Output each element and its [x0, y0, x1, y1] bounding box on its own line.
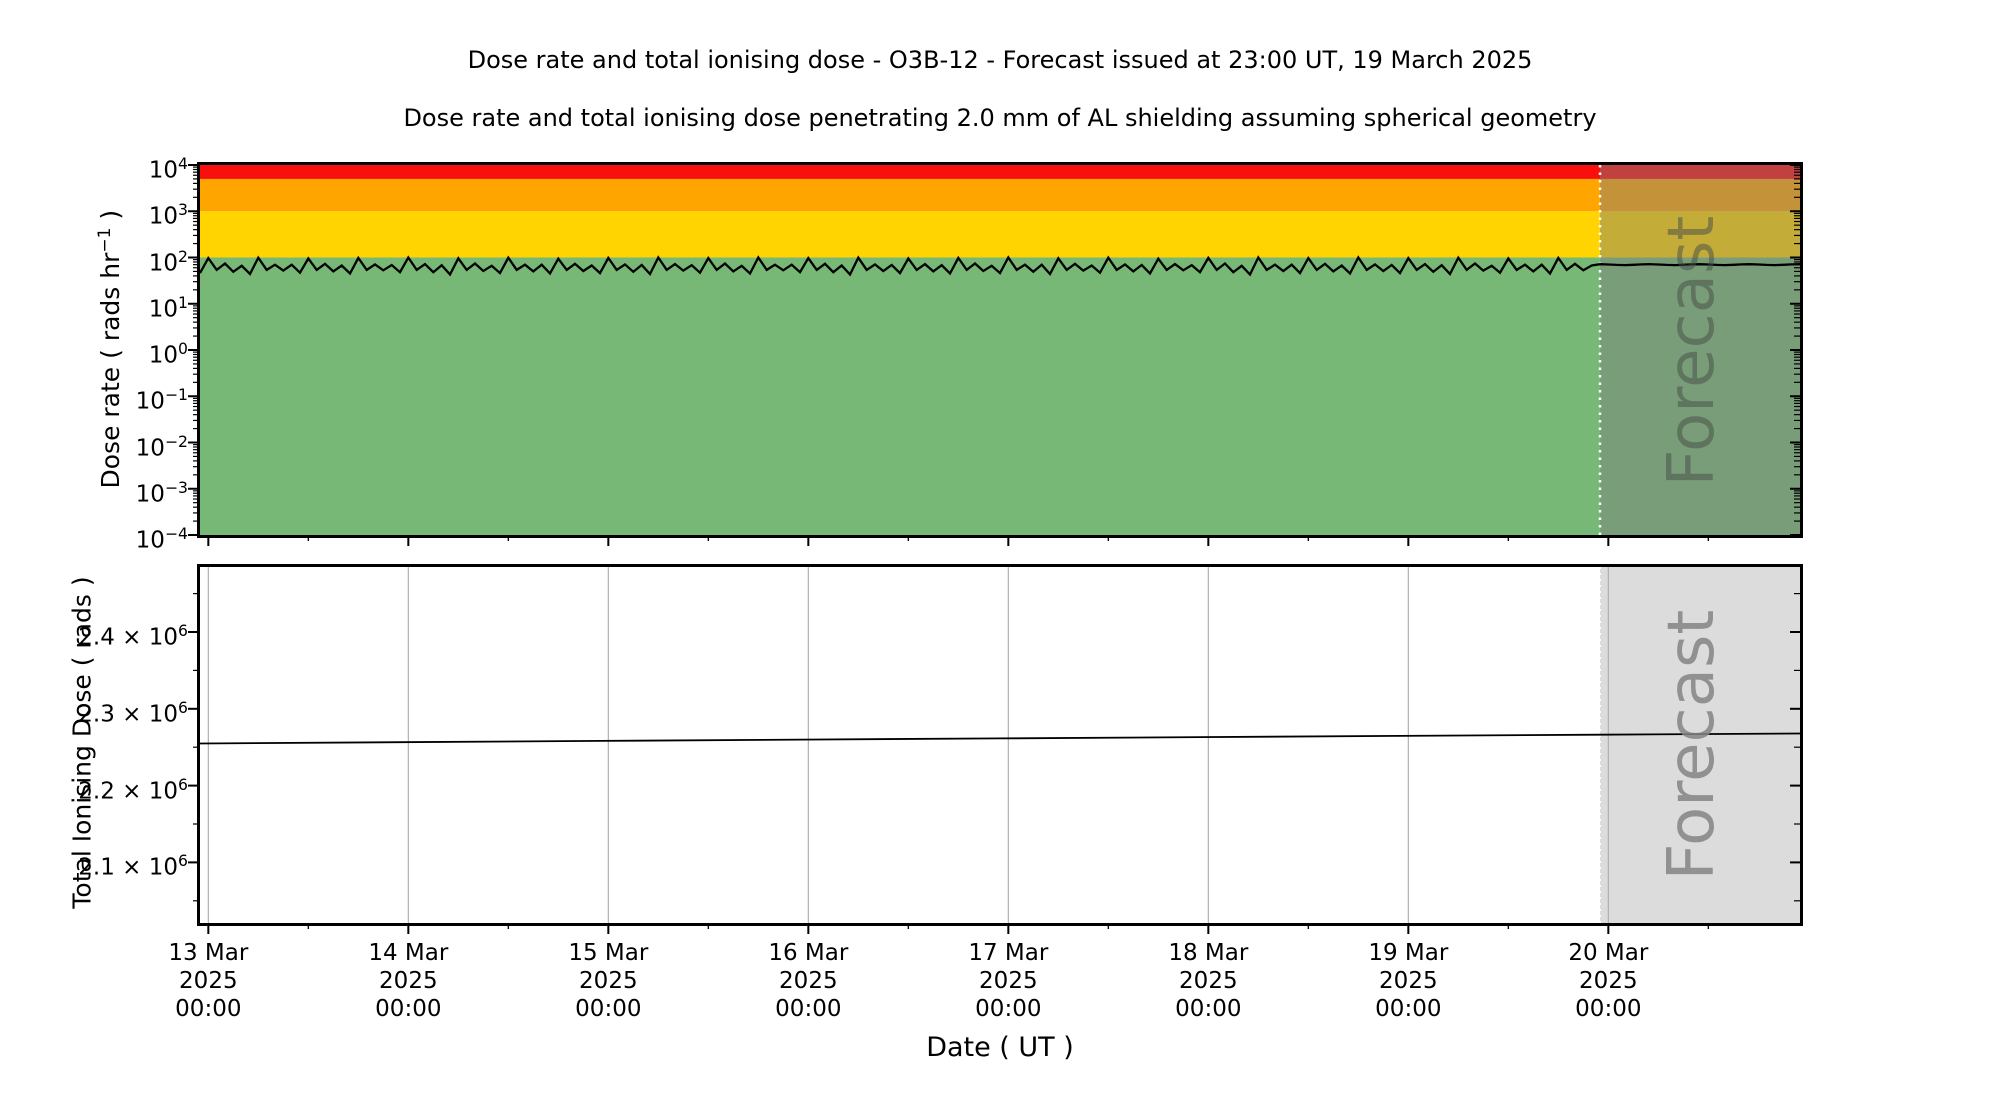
dose-rate-plot	[188, 164, 1801, 546]
dose-rate-y-tick-label: 10−2	[135, 431, 188, 462]
date-tick-line: 18 Mar	[1168, 940, 1249, 966]
date-tick-line: 16 Mar	[768, 940, 849, 966]
date-tick-line: 00:00	[775, 996, 842, 1022]
date-tick-line: 2025	[979, 968, 1038, 994]
date-tick-label: 16 Mar 2025 00:00	[733, 939, 883, 1023]
total-dose-axis-label: Total Ionising Dose ( rads )	[67, 576, 97, 909]
total-dose-y-tick-label: 2.4 × 106	[78, 621, 188, 651]
total-dose-plot	[188, 567, 1801, 934]
total-dose-y-tick-label: 2.3 × 106	[78, 697, 188, 728]
date-tick-line: 00:00	[1175, 996, 1242, 1022]
dose-rate-y-tick-label: 10−1	[135, 385, 188, 415]
dose-rate-y-tick-label: 101	[148, 292, 188, 323]
date-tick-label: 18 Mar 2025 00:00	[1133, 939, 1283, 1023]
date-tick-line: 2025	[1179, 968, 1238, 994]
page-subtitle: Dose rate and total ionising dose penetr…	[403, 104, 1597, 132]
date-tick-label: 17 Mar 2025 00:00	[933, 939, 1083, 1023]
date-tick-line: 14 Mar	[368, 940, 449, 966]
date-tick-line: 17 Mar	[968, 940, 1049, 966]
page-title: Dose rate and total ionising dose - O3B-…	[467, 46, 1533, 74]
date-tick-line: 2025	[1579, 968, 1638, 994]
date-tick-line: 15 Mar	[568, 940, 649, 966]
date-axis-label: Date ( UT )	[926, 1032, 1074, 1063]
date-tick-line: 13 Mar	[168, 940, 249, 966]
dose-rate-y-tick-label: 103	[148, 200, 188, 230]
date-tick-line: 00:00	[975, 996, 1042, 1022]
dose-rate-y-tick-label: 10−4	[135, 524, 188, 554]
total-dose-chart: Forecast	[188, 564, 1803, 934]
total-dose-y-tick-label: 2.2 × 106	[78, 774, 188, 805]
date-tick-line: 00:00	[1375, 996, 1442, 1022]
total-dose-y-tick-label: 2.1 × 106	[78, 851, 188, 882]
date-tick-line: 2025	[779, 968, 838, 994]
forecast-watermark-bottom: Forecast	[1655, 609, 1729, 881]
date-tick-line: 2025	[1379, 968, 1438, 994]
dose-rate-y-tick-label: 10−3	[135, 477, 188, 508]
date-tick-line: 00:00	[575, 996, 642, 1022]
date-tick-line: 2025	[179, 968, 238, 994]
date-tick-line: 00:00	[1575, 996, 1642, 1022]
dose-rate-y-tick-label: 100	[148, 339, 188, 369]
date-tick-line: 00:00	[375, 996, 442, 1022]
dose-rate-y-tick-label: 102	[148, 246, 188, 277]
date-tick-label: 13 Mar 2025 00:00	[133, 939, 283, 1023]
date-tick-line: 00:00	[175, 996, 242, 1022]
forecast-watermark-top: Forecast	[1655, 215, 1729, 487]
dose-rate-chart: Forecast	[188, 162, 1803, 546]
date-tick-line: 2025	[379, 968, 438, 994]
dose-rate-y-tick-label: 104	[148, 154, 188, 184]
date-tick-line: 2025	[579, 968, 638, 994]
date-tick-label: 20 Mar 2025 00:00	[1533, 939, 1683, 1023]
date-tick-label: 14 Mar 2025 00:00	[333, 939, 483, 1023]
date-tick-line: 20 Mar	[1568, 940, 1649, 966]
date-tick-label: 19 Mar 2025 00:00	[1333, 939, 1483, 1023]
date-tick-label: 15 Mar 2025 00:00	[533, 939, 683, 1023]
date-tick-line: 19 Mar	[1368, 940, 1449, 966]
